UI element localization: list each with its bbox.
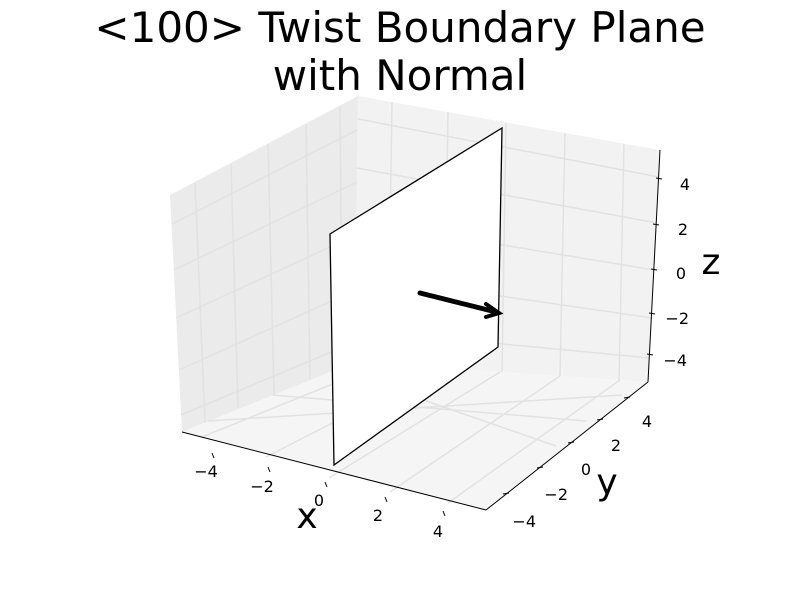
arrow-shaft — [417, 290, 495, 314]
x-tick-labels: −4 −2 0 2 4 — [194, 462, 443, 541]
y-tick-label: −2 — [544, 485, 568, 504]
z-axis-line — [647, 149, 661, 383]
x-tick-label: 4 — [433, 522, 443, 541]
z-tick-label: −2 — [665, 309, 689, 328]
chart-title: <100> Twist Boundary Plane with Normal — [0, 4, 800, 100]
y-tick-label: 4 — [642, 412, 652, 431]
axis-lines — [181, 149, 661, 511]
z-tick-label: 2 — [678, 220, 688, 239]
y-tick-labels: −4 −2 0 2 4 — [512, 412, 652, 531]
y-tick-label: 2 — [611, 436, 621, 455]
title-line-1: <100> Twist Boundary Plane — [94, 3, 706, 52]
z-tick-label: 4 — [680, 175, 690, 194]
title-line-2: with Normal — [272, 51, 528, 100]
arrow-head — [484, 302, 504, 319]
x-axis-label: x — [296, 496, 317, 537]
normal-arrow — [417, 290, 504, 319]
x-tick-label: −2 — [250, 477, 274, 496]
z-tick-label: 0 — [676, 264, 686, 283]
z-tick-label: −4 — [663, 351, 687, 370]
y-axis-line — [485, 381, 649, 511]
pane-floor — [182, 362, 648, 510]
y-tick-label: −4 — [512, 512, 536, 531]
x-tick-label: 2 — [373, 506, 383, 525]
y-tick-label: 0 — [581, 460, 591, 479]
z-tick-labels: 4 2 0 −2 −4 — [663, 175, 690, 370]
x-axis-line — [181, 431, 487, 511]
x-tick-label: 0 — [314, 491, 324, 510]
y-axis-label: y — [596, 462, 617, 503]
boundary-plane — [329, 126, 503, 467]
x-tick-label: −4 — [194, 462, 218, 481]
pane-left — [170, 96, 358, 432]
z-axis-label: z — [702, 242, 721, 283]
tick-marks — [211, 177, 663, 517]
